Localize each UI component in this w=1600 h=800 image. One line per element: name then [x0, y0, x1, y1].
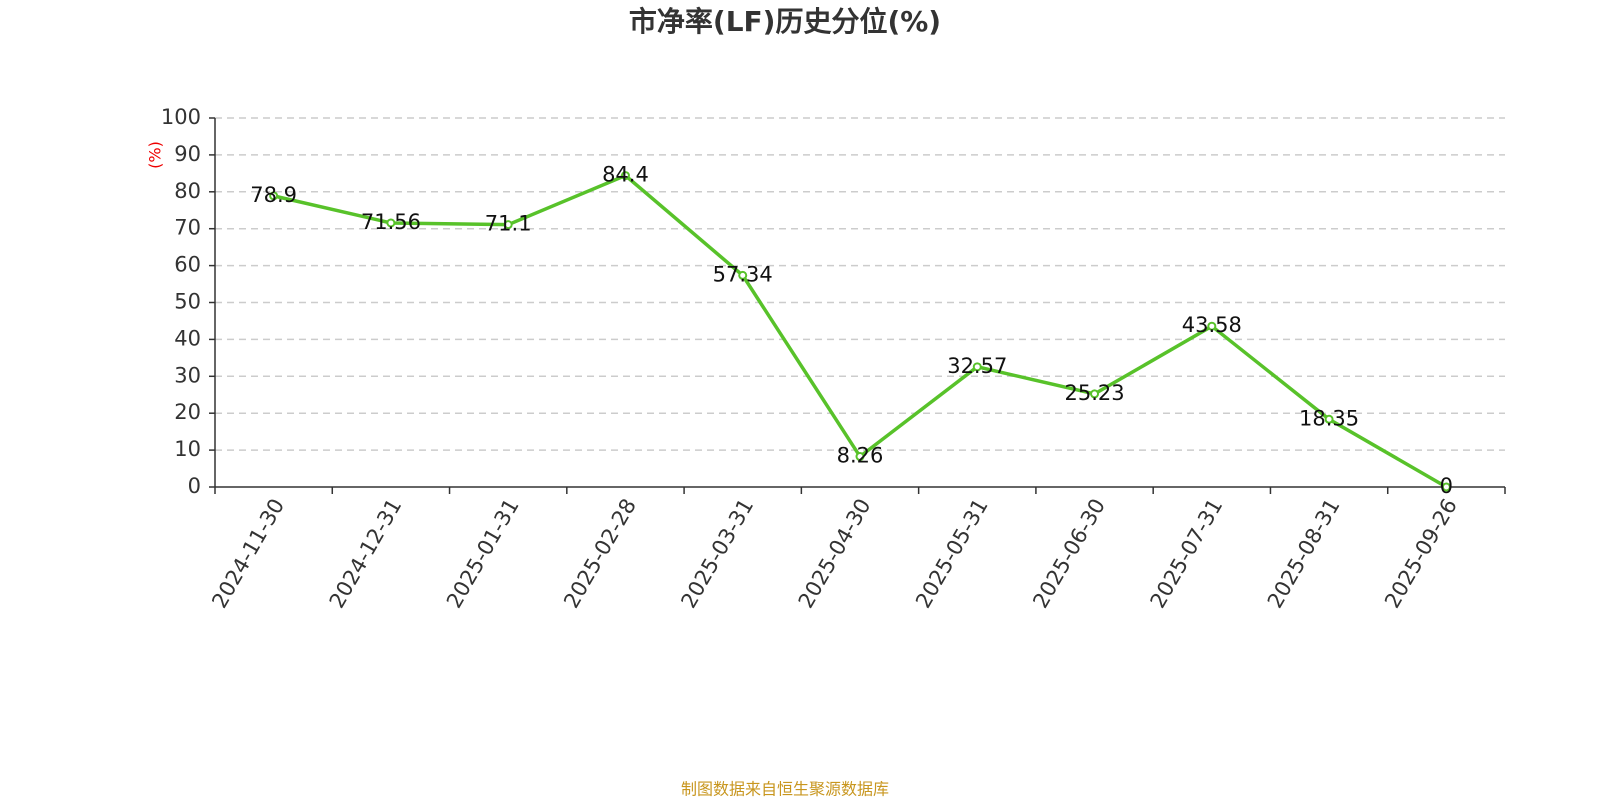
- source-note: 制图数据来自恒生聚源数据库: [681, 780, 889, 799]
- y-tick-label: 0: [188, 474, 201, 498]
- data-label: 8.26: [837, 444, 884, 468]
- chart-title: 市净率(LF)历史分位(%): [629, 5, 941, 38]
- y-tick-label: 30: [174, 363, 201, 387]
- y-tick-label: 80: [174, 179, 201, 203]
- data-point: [855, 452, 865, 462]
- x-tick-label: 2025-02-28: [559, 495, 641, 613]
- y-tick-label: 100: [161, 105, 201, 129]
- data-point: [1324, 414, 1334, 424]
- x-tick-label: 2025-01-31: [442, 495, 524, 613]
- x-tick-label: 2025-09-26: [1380, 495, 1462, 613]
- y-axis-label: (%): [146, 141, 165, 169]
- data-label: 84.4: [602, 163, 649, 187]
- y-tick-label: 40: [174, 326, 201, 350]
- data-point: [1441, 482, 1451, 492]
- data-point: [1090, 389, 1100, 399]
- x-tick-label: 2024-12-31: [325, 495, 407, 613]
- x-tick-label: 2024-11-30: [207, 495, 289, 613]
- data-label: 18.35: [1299, 406, 1359, 430]
- data-label: 25.23: [1064, 381, 1124, 405]
- x-tick-label: 2025-03-31: [676, 495, 758, 613]
- y-tick-label: 10: [174, 437, 201, 461]
- data-point: [386, 218, 396, 228]
- y-tick-label: 20: [174, 400, 201, 424]
- x-tick-label: 2025-07-31: [1146, 495, 1228, 613]
- x-tick-label: 2025-05-31: [911, 495, 993, 613]
- data-point: [269, 191, 279, 201]
- data-label: 71.56: [361, 210, 421, 234]
- data-point: [972, 362, 982, 372]
- y-tick-label: 50: [174, 290, 201, 314]
- y-tick-label: 90: [174, 142, 201, 166]
- data-label: 57.34: [713, 262, 773, 286]
- data-line: [273, 173, 1448, 489]
- data-label: 32.57: [947, 354, 1007, 378]
- x-tick-label: 2025-08-31: [1263, 495, 1345, 613]
- data-point: [738, 270, 748, 280]
- y-tick-label: 60: [174, 253, 201, 277]
- x-tick-label: 2025-04-30: [794, 495, 876, 613]
- data-point: [503, 220, 513, 230]
- data-label: 71.1: [485, 212, 532, 236]
- data-label: 78.9: [250, 183, 297, 207]
- y-tick-label: 70: [174, 216, 201, 240]
- data-point: [1207, 321, 1217, 331]
- x-tick-label: 2025-06-30: [1028, 495, 1110, 613]
- data-point: [620, 171, 630, 181]
- data-label: 43.58: [1182, 313, 1242, 337]
- data-label: 0: [1440, 474, 1453, 498]
